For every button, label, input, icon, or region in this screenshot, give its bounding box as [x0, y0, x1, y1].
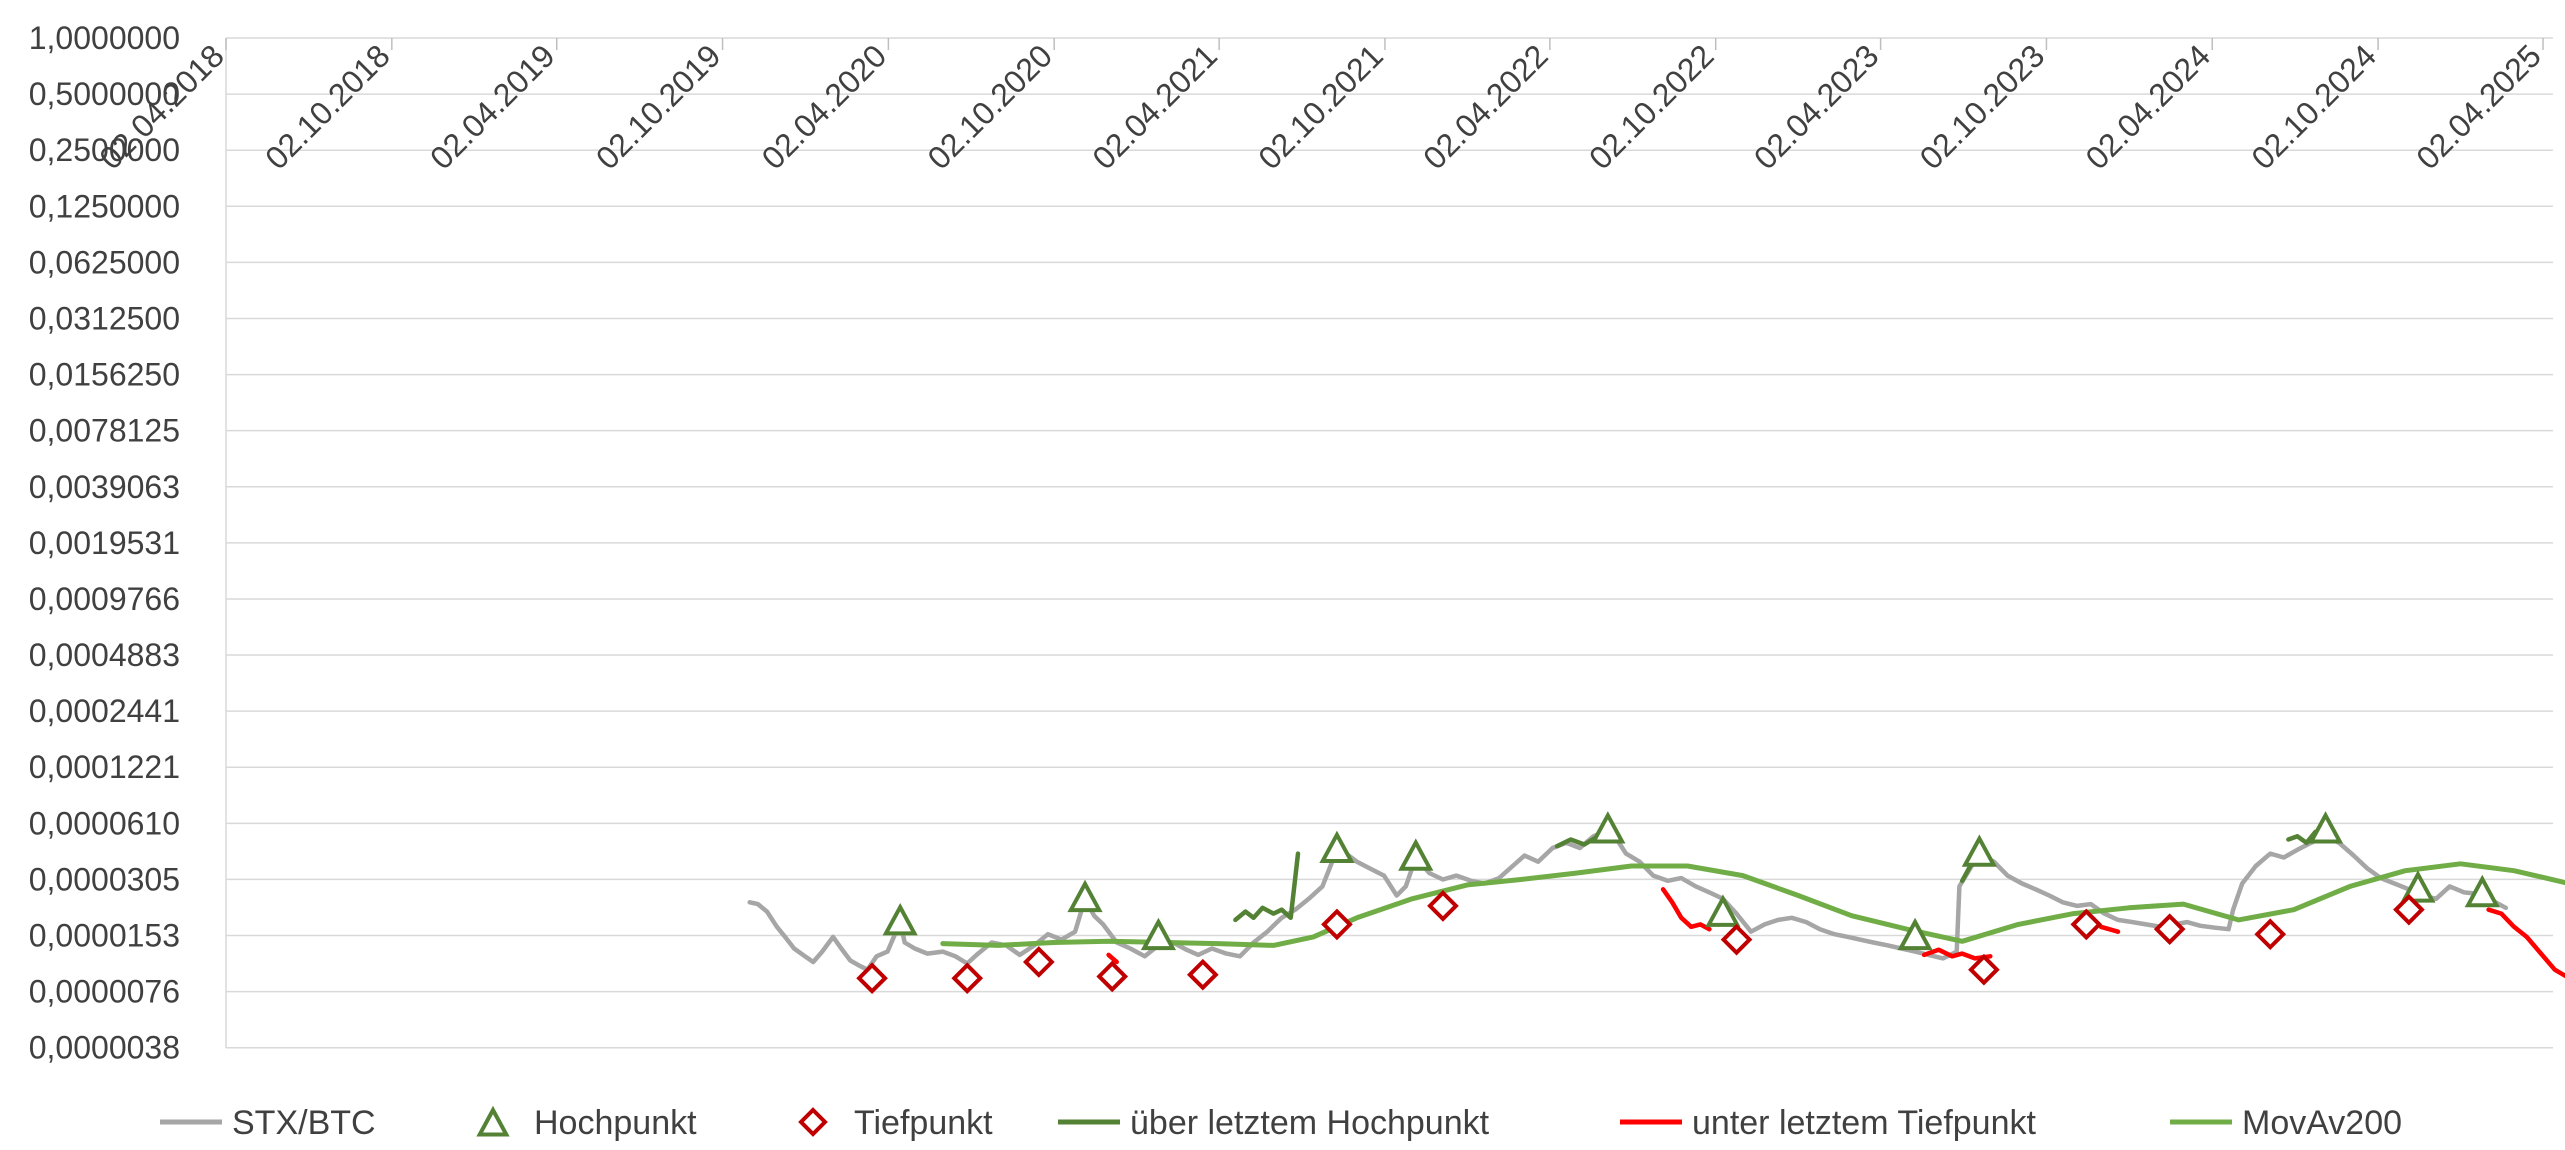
series-line-unter-letztem-tiefpunkt [1921, 947, 1993, 961]
tiefpunkt-marker [1720, 923, 1753, 956]
series-markers [856, 811, 2500, 995]
legend-swatch-triangle [476, 1105, 510, 1137]
series-lines [747, 828, 2565, 979]
series-line-unter-letztem-tiefpunkt [2486, 907, 2565, 979]
tiefpunkt-marker [1186, 958, 1219, 991]
x-tick-label: 02.10.2018 [258, 37, 397, 176]
x-tick-label: 02.04.2023 [1747, 37, 1886, 176]
y-tick-label: 0,0001221 [29, 749, 180, 785]
y-tick-label: 0,0000153 [29, 918, 180, 954]
tiefpunkt-marker [2393, 893, 2425, 926]
y-tick-label: 0,0019531 [29, 525, 180, 561]
hochpunkt-marker [1398, 838, 1434, 871]
x-tick-label: 02.04.2019 [423, 37, 562, 176]
legend-item: Tiefpunkt [798, 1104, 993, 1142]
y-tick-label: 0,0078125 [29, 413, 180, 449]
hochpunkt-marker [1140, 917, 1177, 951]
hochpunkt-marker [2464, 874, 2500, 908]
legend: STX/BTC Hochpunkt Tiefpunkt über letztem Ho… [160, 1104, 2402, 1142]
hochpunkt-marker [1067, 879, 1103, 913]
hochpunkt-marker [1961, 834, 1997, 867]
legend-label: STX/BTC [232, 1104, 376, 1142]
tiefpunkt-marker [1022, 946, 1055, 978]
tiefpunkt-marker [1096, 960, 1129, 993]
legend-label: über letztem Hochpunkt [1130, 1104, 1490, 1142]
y-tick-label: 0,0039063 [29, 469, 180, 505]
x-axis-tick-labels: 02.04.2018 02.10.2018 02.04.2019 02.10.2019… [92, 37, 2548, 176]
legend-swatch-diamond [798, 1107, 828, 1137]
x-tick-label: 02.04.2025 [2409, 37, 2548, 176]
series-line-stx-btc [747, 828, 2509, 972]
series-line--ber-letztem-hochpunkt [1233, 851, 1301, 923]
y-tick-label: 0,0002441 [29, 693, 180, 729]
gridlines [225, 37, 2553, 1049]
y-tick-label: 0,0625000 [29, 244, 180, 280]
hochpunkt-marker [2400, 870, 2436, 903]
legend-label: MovAv200 [2242, 1104, 2402, 1142]
legend-label: unter letztem Tiefpunkt [1692, 1104, 2037, 1142]
tiefpunkt-marker [2153, 913, 2186, 945]
legend-item: unter letztem Tiefpunkt [1620, 1104, 2037, 1142]
series-line--ber-letztem-hochpunkt [2286, 829, 2318, 846]
x-tick-label: 02.10.2020 [920, 37, 1059, 176]
hochpunkt-marker [1590, 811, 1626, 844]
tiefpunkt-marker [1427, 890, 1459, 922]
y-tick-label: 0,0312500 [29, 300, 180, 336]
tiefpunkt-marker [2254, 918, 2287, 951]
x-tick-label: 02.10.2019 [589, 37, 728, 176]
y-tick-label: 0,2500000 [29, 132, 180, 168]
series-line-unter-letztem-tiefpunkt [1660, 887, 1712, 932]
legend-item: STX/BTC [160, 1104, 376, 1142]
legend-label: Tiefpunkt [854, 1104, 993, 1142]
x-tick-label: 02.04.2021 [1085, 37, 1224, 176]
legend-item: MovAv200 [2170, 1104, 2402, 1142]
x-tick-label: 02.04.2020 [755, 37, 894, 176]
x-tick-label: 02.10.2023 [1913, 37, 2052, 176]
tiefpunkt-marker [1321, 908, 1353, 941]
legend-label: Hochpunkt [534, 1104, 697, 1142]
y-tick-label: 1,0000000 [29, 20, 180, 56]
y-tick-label: 0,0000038 [29, 1030, 180, 1066]
series-line-unter-letztem-tiefpunkt [2098, 924, 2121, 934]
y-tick-label: 0,0000305 [29, 861, 180, 897]
y-tick-label: 0,0000610 [29, 805, 180, 841]
x-tick-label: 02.10.2021 [1251, 37, 1390, 176]
legend-item: Hochpunkt [476, 1104, 697, 1142]
series-line-unter-letztem-tiefpunkt [1106, 952, 1119, 965]
hochpunkt-marker [1705, 894, 1741, 927]
tiefpunkt-marker [2070, 908, 2103, 941]
hochpunkt-marker [1319, 830, 1355, 864]
tiefpunkt-marker [856, 962, 888, 995]
x-tick-label: 02.10.2024 [2244, 37, 2383, 176]
y-axis-tick-labels: 1,0000000 0,5000000 0,2500000 0,1250000 0,06… [29, 20, 180, 1066]
series-line-movav200 [940, 861, 2565, 948]
legend-item: über letztem Hochpunkt [1058, 1104, 1490, 1142]
y-tick-label: 0,0000076 [29, 974, 180, 1010]
y-tick-label: 0,5000000 [29, 76, 180, 112]
hochpunkt-marker [2307, 811, 2344, 844]
tiefpunkt-marker [1968, 953, 2000, 986]
hochpunkt-marker [882, 902, 918, 936]
y-tick-label: 0,1250000 [29, 188, 180, 224]
x-tick-label: 02.10.2022 [1582, 37, 1721, 176]
y-tick-label: 0,0004883 [29, 637, 180, 673]
y-tick-label: 0,0009766 [29, 581, 180, 617]
y-tick-label: 0,0156250 [29, 357, 180, 393]
x-tick-label: 02.04.2022 [1416, 37, 1555, 176]
x-tick-label: 02.04.2024 [2079, 37, 2218, 176]
hochpunkt-marker [1897, 917, 1933, 951]
tiefpunkt-marker [951, 962, 984, 995]
